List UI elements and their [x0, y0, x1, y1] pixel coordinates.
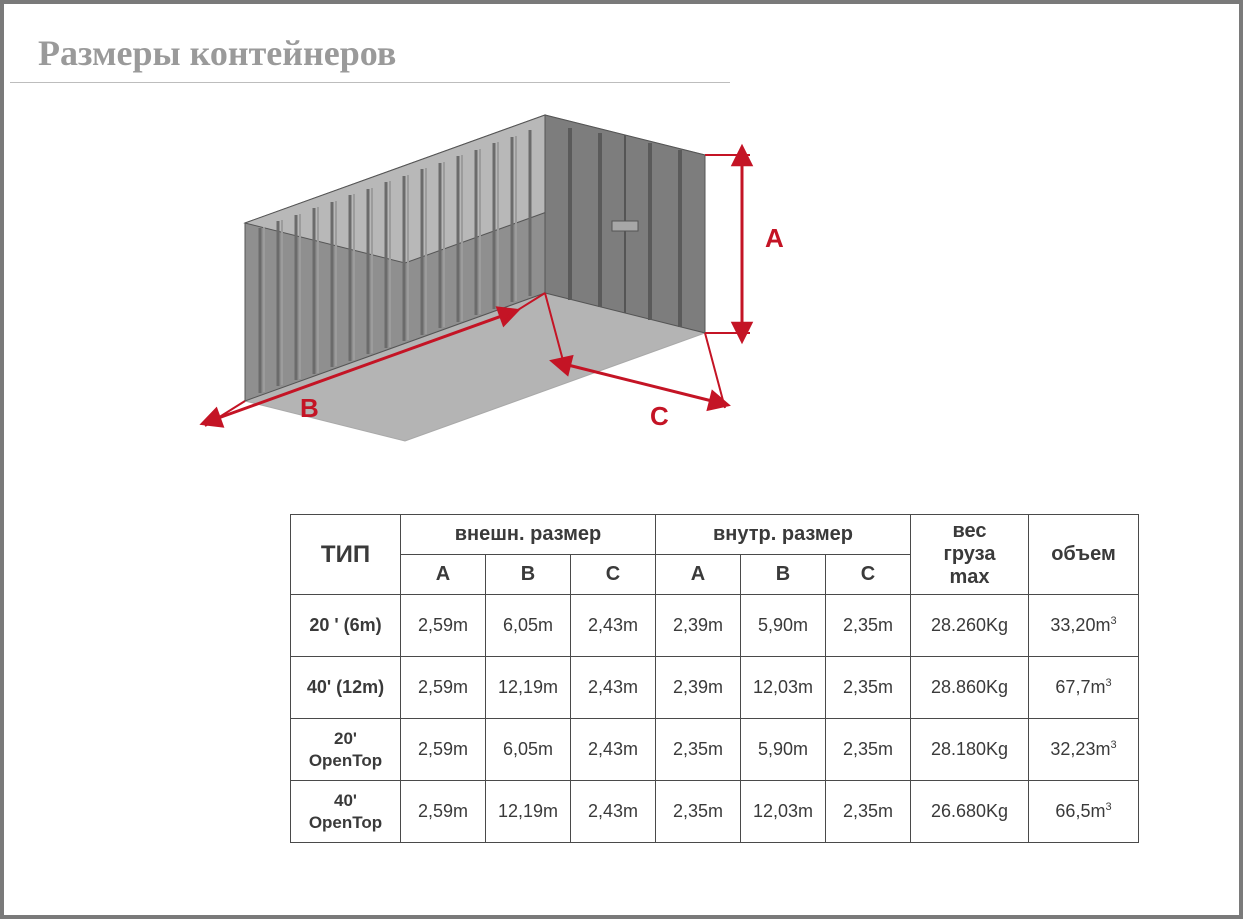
cell: 2,35m — [826, 657, 911, 719]
cell: 2,43m — [571, 657, 656, 719]
cell: 28.180Kg — [911, 719, 1029, 781]
cell: 2,35m — [656, 781, 741, 843]
vol-val: 32,23m — [1050, 739, 1110, 759]
cell: 2,59m — [401, 719, 486, 781]
cell: 2,35m — [826, 595, 911, 657]
cell: 12,03m — [741, 781, 826, 843]
cell: 28.860Kg — [911, 657, 1029, 719]
cell: 5,90m — [741, 595, 826, 657]
th-external: внешн. размер — [401, 515, 656, 555]
th-weight-l2: груза — [944, 543, 996, 565]
th-int-b: B — [741, 555, 826, 595]
th-internal: внутр. размер — [656, 515, 911, 555]
vol-val: 66,5m — [1055, 801, 1105, 821]
cell-vol: 66,5m3 — [1029, 781, 1139, 843]
cell-vol: 67,7m3 — [1029, 657, 1139, 719]
page-title: Размеры контейнеров — [10, 14, 730, 83]
cell-type: 20'OpenTop — [291, 719, 401, 781]
dimensions-table-wrap: ТИП внешн. размер внутр. размер вес груз… — [290, 514, 1139, 843]
cell: 2,35m — [656, 719, 741, 781]
content: Размеры контейнеров — [10, 14, 1233, 913]
type-text: 20'OpenTop — [309, 729, 382, 769]
cell: 2,35m — [826, 719, 911, 781]
page-frame: Размеры контейнеров — [0, 0, 1243, 919]
cell: 2,59m — [401, 595, 486, 657]
cell: 6,05m — [486, 595, 571, 657]
cell: 28.260Kg — [911, 595, 1029, 657]
cell: 12,19m — [486, 657, 571, 719]
cell: 6,05m — [486, 719, 571, 781]
th-weight-l3: max — [949, 566, 989, 588]
table-header-row: ТИП внешн. размер внутр. размер вес груз… — [291, 515, 1139, 555]
th-ext-c: C — [571, 555, 656, 595]
table-row: 40' (12m) 2,59m 12,19m 2,43m 2,39m 12,03… — [291, 657, 1139, 719]
cell-type: 40' (12m) — [291, 657, 401, 719]
cell: 2,43m — [571, 595, 656, 657]
cell: 2,39m — [656, 595, 741, 657]
cell: 2,59m — [401, 781, 486, 843]
cell: 26.680Kg — [911, 781, 1029, 843]
dim-label-a: A — [765, 223, 784, 254]
cell-vol: 32,23m3 — [1029, 719, 1139, 781]
th-weight: вес груза max — [911, 515, 1029, 595]
cell-type: 20 ' (6m) — [291, 595, 401, 657]
dim-label-b: B — [300, 393, 319, 424]
cell: 2,43m — [571, 781, 656, 843]
cell: 2,43m — [571, 719, 656, 781]
vol-exp: 3 — [1105, 801, 1111, 813]
dimensions-table: ТИП внешн. размер внутр. размер вес груз… — [290, 514, 1139, 843]
cell: 12,03m — [741, 657, 826, 719]
th-ext-a: A — [401, 555, 486, 595]
cell: 12,19m — [486, 781, 571, 843]
type-text: 40'OpenTop — [309, 791, 382, 831]
vol-exp: 3 — [1105, 677, 1111, 689]
th-ext-b: B — [486, 555, 571, 595]
th-type: ТИП — [291, 515, 401, 595]
th-volume: объем — [1029, 515, 1139, 595]
container-svg — [150, 93, 850, 453]
vol-val: 67,7m — [1055, 677, 1105, 697]
vol-exp: 3 — [1110, 615, 1116, 627]
table-row: 20'OpenTop 2,59m 6,05m 2,43m 2,35m 5,90m… — [291, 719, 1139, 781]
dim-label-c: C — [650, 401, 669, 432]
th-int-a: A — [656, 555, 741, 595]
vol-exp: 3 — [1110, 739, 1116, 751]
cell: 2,59m — [401, 657, 486, 719]
vol-val: 33,20m — [1050, 615, 1110, 635]
cell: 2,39m — [656, 657, 741, 719]
cell: 2,35m — [826, 781, 911, 843]
container-diagram: A B C — [150, 93, 850, 453]
th-int-c: C — [826, 555, 911, 595]
table-row: 40'OpenTop 2,59m 12,19m 2,43m 2,35m 12,0… — [291, 781, 1139, 843]
table-row: 20 ' (6m) 2,59m 6,05m 2,43m 2,39m 5,90m … — [291, 595, 1139, 657]
cell-type: 40'OpenTop — [291, 781, 401, 843]
cell: 5,90m — [741, 719, 826, 781]
th-weight-l1: вес — [952, 520, 986, 542]
cell-vol: 33,20m3 — [1029, 595, 1139, 657]
